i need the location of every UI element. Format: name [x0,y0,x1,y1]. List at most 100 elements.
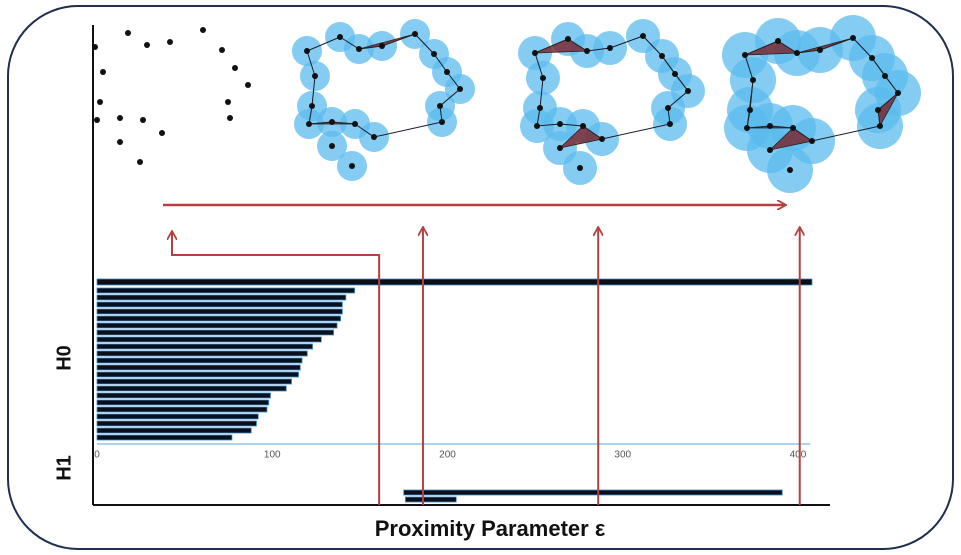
x-tick-label: 0 [94,450,100,461]
interval-bar [97,330,334,335]
point [227,115,233,121]
point [750,77,756,83]
point [117,115,123,121]
interval-bar [97,316,341,321]
point [787,167,793,173]
x-tick-label: 200 [439,450,456,461]
interval-bar [97,337,321,342]
point [431,51,437,57]
interval-bar [97,428,251,433]
point [742,52,748,58]
point [580,123,586,129]
barcode: 0 100 200 300 400 H0 H1 [53,228,812,505]
point [309,103,315,109]
point [379,43,385,49]
point [439,119,445,125]
point [685,88,691,94]
point [534,123,540,129]
point [371,134,377,140]
point [137,159,143,165]
interval-bar [405,497,456,502]
point [850,35,856,41]
point [97,99,103,105]
point [882,73,888,79]
point [557,121,563,127]
point [245,82,251,88]
point [895,90,901,96]
point [584,48,590,54]
point [659,53,665,59]
point [747,107,753,113]
point [809,138,815,144]
point [444,69,450,75]
interval-bar [97,344,313,349]
point [304,48,310,54]
frame [8,6,953,549]
point [599,136,605,142]
point [532,50,538,56]
series-label: H0 [53,345,75,371]
interval-bar [97,309,342,314]
point [225,99,231,105]
point [877,123,883,129]
point [219,47,225,53]
point [790,125,796,131]
point [412,31,418,37]
interval-bar [97,407,267,412]
figure: Proximity Parameter ε 0100200300400H0H1 [0,0,961,555]
interval-bar [97,351,307,356]
point [869,55,875,61]
x-tick-label: 300 [614,450,631,461]
series-label: H1 [53,455,75,481]
interval-bar [97,421,256,426]
point [767,147,773,153]
point [167,39,173,45]
point [232,65,238,71]
point-clouds [92,15,921,193]
interval-bar [97,358,302,363]
point [744,125,750,131]
interval-bar [97,400,269,405]
interval-bar [97,295,346,300]
point [640,33,646,39]
point [667,121,673,127]
point [337,34,343,40]
interval-bar [97,379,292,384]
point [352,121,358,127]
point [125,30,131,36]
point [306,121,312,127]
point [140,117,146,123]
x-tick-label: 400 [790,450,807,461]
interval-bar [97,323,337,328]
interval-bar [97,393,270,398]
point [665,105,671,111]
point [767,123,773,129]
point [200,27,206,33]
point [94,117,100,123]
point [540,75,546,81]
interval-bar [97,435,232,440]
point [159,130,165,136]
interval-bar [97,414,258,419]
point [144,42,150,48]
point [607,45,613,51]
point [557,145,563,151]
point [329,119,335,125]
point [565,36,571,42]
point [312,73,318,79]
point [537,105,543,111]
point [794,50,800,56]
interval-bar [97,288,355,293]
point [329,143,335,149]
interval-bar [97,279,812,285]
point [437,103,443,109]
point [349,163,355,169]
interval-bar [97,302,342,307]
point [775,38,781,44]
point [457,86,463,92]
interval-bar [97,386,286,391]
point [117,139,123,145]
point [356,46,362,52]
point [577,165,583,171]
x-tick-label: 100 [264,450,281,461]
